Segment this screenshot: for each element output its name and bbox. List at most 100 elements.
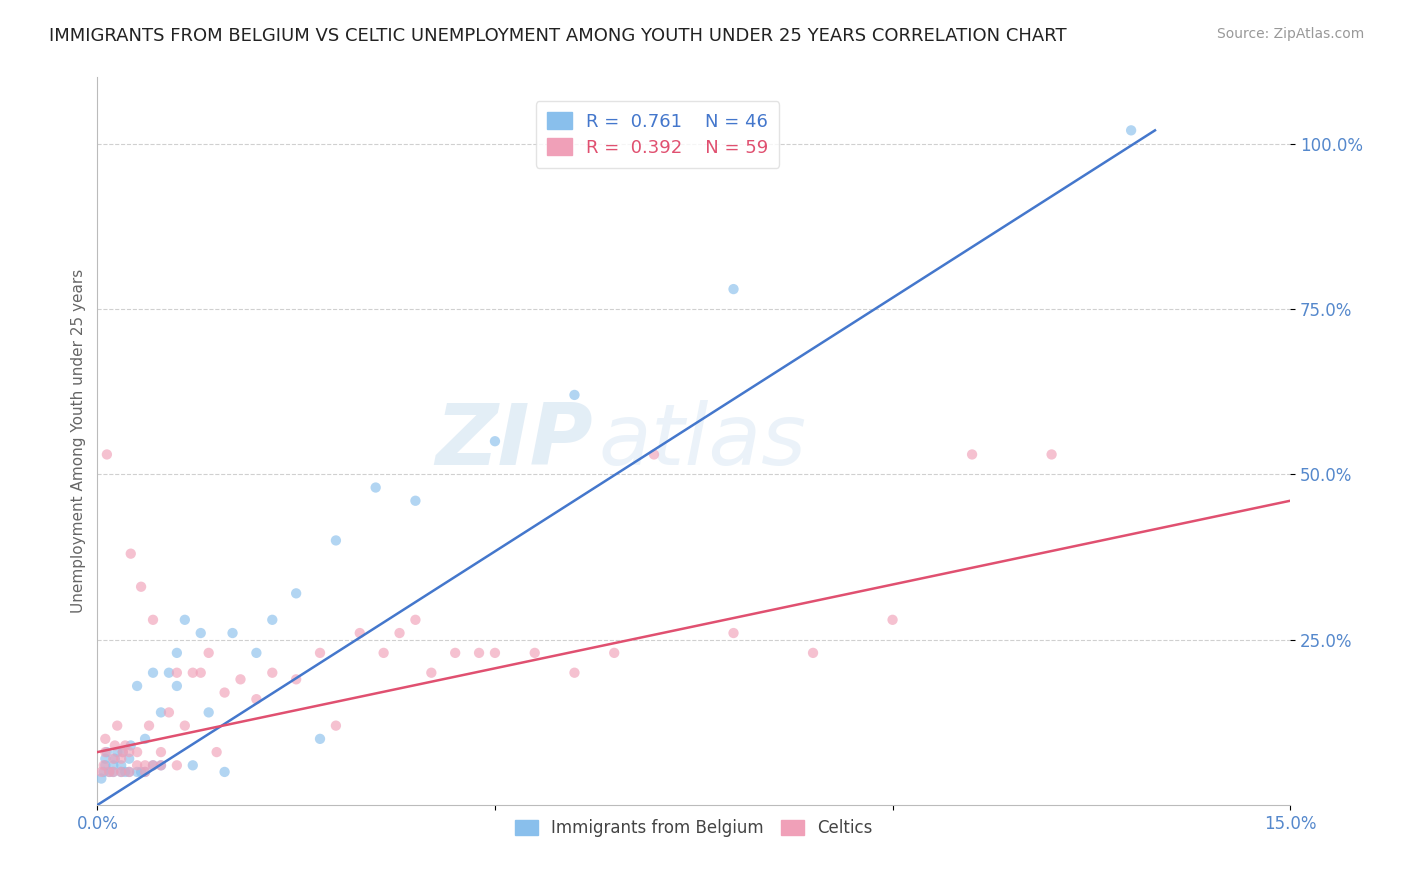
Point (96, 745, 118, 759)
Point (142, 758, 165, 772)
Point (325, 533, 347, 548)
Point (111, 745, 134, 759)
Point (960, 447, 983, 461)
Point (105, 745, 128, 759)
Point (523, 646, 546, 660)
Point (103, 758, 125, 772)
Point (103, 764, 125, 779)
Point (104, 739, 127, 753)
Point (723, 626, 745, 640)
Point (120, 739, 142, 753)
Point (93, 758, 115, 772)
Point (149, 706, 172, 720)
Point (245, 692, 267, 706)
Point (723, 282, 745, 296)
Point (138, 718, 160, 732)
Point (114, 739, 136, 753)
Point (94, 752, 117, 766)
Point (1040, 447, 1063, 461)
Point (166, 758, 188, 772)
Point (127, 745, 149, 759)
Point (120, 547, 142, 561)
Point (325, 718, 347, 732)
Point (190, 665, 212, 680)
Point (142, 613, 165, 627)
Point (157, 665, 180, 680)
Point (388, 626, 411, 640)
Point (90, 764, 112, 779)
Point (103, 764, 125, 779)
Point (149, 758, 172, 772)
Point (111, 745, 134, 759)
Point (104, 752, 127, 766)
Point (181, 758, 204, 772)
Point (98, 764, 121, 779)
Point (1119, 123, 1142, 137)
Point (197, 646, 219, 660)
Point (173, 718, 195, 732)
Point (134, 764, 156, 779)
Point (245, 646, 267, 660)
Text: Source: ZipAtlas.com: Source: ZipAtlas.com (1216, 27, 1364, 41)
Point (94, 758, 117, 772)
Point (214, 764, 236, 779)
Point (404, 613, 426, 627)
Point (364, 481, 387, 495)
Point (110, 764, 132, 779)
Point (149, 758, 172, 772)
Point (96, 447, 118, 461)
Point (118, 764, 141, 779)
Point (90, 772, 112, 786)
Point (127, 679, 149, 693)
Point (285, 586, 308, 600)
Point (129, 580, 152, 594)
Point (114, 764, 136, 779)
Point (94, 731, 117, 746)
Point (197, 706, 219, 720)
Text: IMMIGRANTS FROM BELGIUM VS CELTIC UNEMPLOYMENT AMONG YOUTH UNDER 25 YEARS CORREL: IMMIGRANTS FROM BELGIUM VS CELTIC UNEMPL… (49, 27, 1067, 45)
Point (373, 646, 395, 660)
Point (127, 758, 149, 772)
Point (420, 665, 443, 680)
Point (134, 731, 156, 746)
Point (166, 646, 188, 660)
Point (103, 752, 125, 766)
Point (643, 447, 665, 461)
Text: atlas: atlas (599, 400, 806, 483)
Point (105, 718, 128, 732)
Point (134, 758, 156, 772)
Point (564, 665, 586, 680)
Point (181, 665, 204, 680)
Point (309, 731, 332, 746)
Point (309, 646, 332, 660)
Point (214, 685, 236, 699)
Point (110, 764, 132, 779)
Point (221, 626, 243, 640)
Point (444, 646, 467, 660)
Point (603, 646, 626, 660)
Point (205, 745, 228, 759)
Point (166, 679, 188, 693)
Point (149, 745, 172, 759)
Point (801, 646, 824, 660)
Point (262, 665, 284, 680)
Legend: Immigrants from Belgium, Celtics: Immigrants from Belgium, Celtics (508, 813, 879, 844)
Point (166, 665, 188, 680)
Point (190, 626, 212, 640)
Point (118, 764, 141, 779)
Point (110, 758, 132, 772)
Point (229, 673, 252, 687)
Point (157, 706, 180, 720)
Text: ZIP: ZIP (434, 400, 592, 483)
Point (118, 745, 141, 759)
Point (142, 665, 165, 680)
Point (118, 752, 141, 766)
Point (142, 758, 165, 772)
Point (134, 764, 156, 779)
Point (262, 613, 284, 627)
Point (285, 673, 308, 687)
Point (93, 764, 115, 779)
Point (484, 646, 506, 660)
Point (98, 764, 121, 779)
Point (173, 613, 195, 627)
